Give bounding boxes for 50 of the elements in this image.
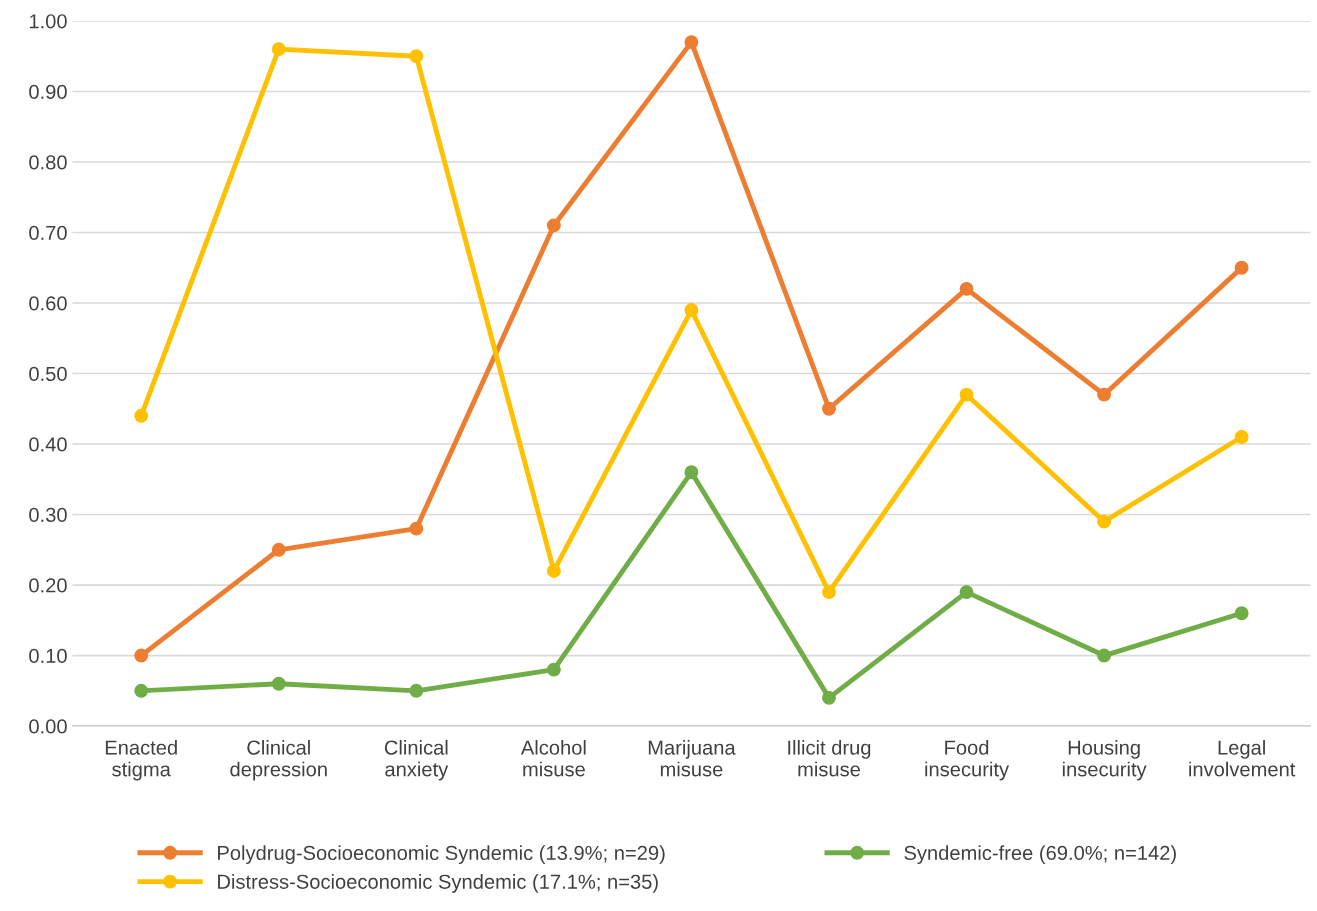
legend-label: Syndemic-free (69.0%; n=142) <box>904 845 1176 865</box>
x-tick-label: Enacted stigma <box>105 739 177 781</box>
x-tick-label: Legal involvement <box>1189 739 1296 777</box>
point <box>271 676 286 691</box>
y-tick-label: 0.90 <box>29 84 67 99</box>
point <box>271 42 286 57</box>
y-tick-label: 0.80 <box>29 155 67 170</box>
point <box>1234 260 1249 275</box>
x-tick-label: Clinical anxiety <box>384 739 449 781</box>
y-tick-label: 0.50 <box>29 366 67 382</box>
y-tick-label: 0.30 <box>29 507 67 523</box>
point <box>959 585 974 600</box>
point <box>134 648 149 663</box>
point <box>1234 430 1249 444</box>
x-tick-label: Housing insecurity <box>1062 739 1147 781</box>
point <box>684 303 699 317</box>
point <box>1097 648 1112 663</box>
point <box>684 35 699 50</box>
x-tick-label: Marijuana misuse <box>648 739 736 777</box>
x-tick-label: Food insecurity <box>925 739 1010 781</box>
point <box>409 521 424 536</box>
y-tick-label: 0.20 <box>29 578 67 593</box>
y-tick-label: 0.70 <box>29 225 67 240</box>
y-tick-label: 0.60 <box>29 296 67 311</box>
legend-label: Polydrug-Socioeconomic Syndemic (13.9%; n=29) <box>218 845 665 865</box>
x-tick-label: Clinical depression <box>230 739 327 781</box>
legend-label: Distress-Socioeconomic Syndemic (17.1%; n=35) <box>218 874 658 893</box>
y-tick-label: 0.10 <box>29 648 67 664</box>
point <box>684 465 699 480</box>
point <box>409 49 424 64</box>
point <box>546 218 561 233</box>
point <box>134 408 149 423</box>
point <box>546 563 561 578</box>
point <box>822 585 836 600</box>
point <box>134 683 149 698</box>
x-tick-label: Alcohol misuse <box>520 739 586 777</box>
y-tick-label: 1.00 <box>29 14 67 29</box>
point <box>822 401 836 416</box>
point <box>959 387 974 402</box>
y-tick-label: 0.00 <box>29 719 67 734</box>
point <box>271 542 286 557</box>
point <box>409 683 424 698</box>
point <box>546 662 561 677</box>
y-tick-label: 0.40 <box>29 437 67 452</box>
point <box>959 281 974 296</box>
point <box>822 690 836 705</box>
point <box>1234 606 1249 621</box>
point <box>1097 387 1112 402</box>
point <box>1097 514 1112 529</box>
x-tick-label: Illicit drug misuse <box>788 739 871 777</box>
